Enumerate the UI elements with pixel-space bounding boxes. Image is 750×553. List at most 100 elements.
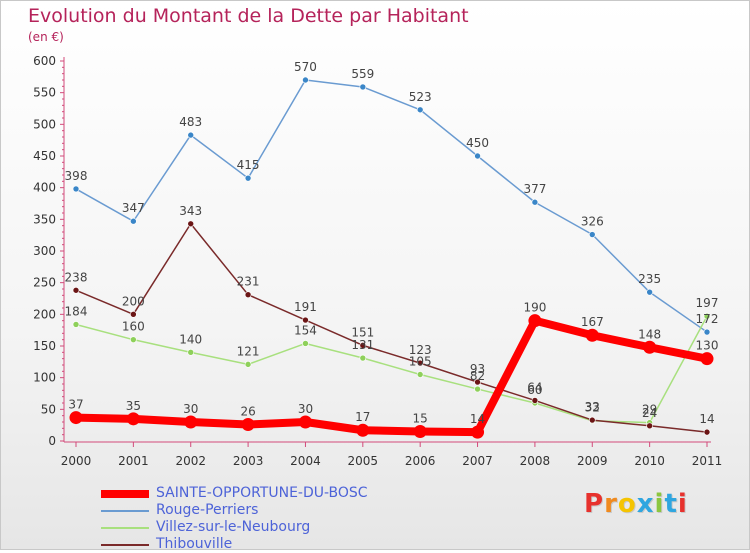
data-label: 191 <box>294 300 317 314</box>
data-label: 140 <box>179 332 202 346</box>
x-tick-label: 2002 <box>175 454 206 468</box>
data-point <box>126 412 140 426</box>
data-label: 123 <box>409 343 432 357</box>
x-tick-label: 2000 <box>61 454 92 468</box>
logo-letter: x <box>636 489 655 519</box>
data-point <box>302 316 309 324</box>
data-label: 64 <box>527 380 542 394</box>
y-tick-label: 550 <box>33 86 56 100</box>
y-tick-label: 500 <box>33 117 56 131</box>
data-point <box>416 106 424 114</box>
data-point <box>298 415 312 429</box>
data-label: 148 <box>638 327 661 341</box>
data-point <box>646 288 653 296</box>
data-point <box>531 198 539 206</box>
data-label: 60 <box>527 383 542 397</box>
x-tick-label: 2001 <box>118 454 149 468</box>
series-line <box>75 223 708 433</box>
y-tick-label: 400 <box>33 181 56 195</box>
legend-label: Rouge-Perriers <box>156 502 259 518</box>
data-point <box>72 286 80 294</box>
legend-swatch <box>101 510 149 512</box>
data-label: 398 <box>65 169 88 183</box>
data-point <box>187 131 195 139</box>
y-tick-label: 0 <box>48 434 56 448</box>
data-label: 32 <box>585 401 600 415</box>
y-tick-label: 600 <box>33 54 56 68</box>
data-point <box>187 349 195 356</box>
data-label: 450 <box>466 136 489 150</box>
logo-letter: o <box>617 489 637 519</box>
data-point <box>474 385 481 393</box>
data-label: 14 <box>699 412 714 426</box>
x-tick-label: 2005 <box>348 454 379 468</box>
data-label: 197 <box>696 296 719 310</box>
data-label: 14 <box>470 412 485 426</box>
data-point <box>703 312 711 320</box>
data-label: 570 <box>294 60 317 74</box>
data-label: 26 <box>240 405 255 419</box>
data-label: 33 <box>585 400 600 414</box>
data-point <box>244 174 252 182</box>
y-tick-label: 250 <box>33 276 56 290</box>
legend-swatch <box>101 544 149 546</box>
data-label: 200 <box>122 294 145 308</box>
data-label: 121 <box>237 344 260 358</box>
logo-letter: i <box>654 489 665 519</box>
data-point <box>72 185 80 193</box>
data-point <box>474 152 481 160</box>
data-point <box>416 371 424 378</box>
data-point <box>700 352 714 366</box>
data-label: 17 <box>355 410 370 424</box>
y-tick-label: 350 <box>33 212 56 226</box>
data-label: 35 <box>126 399 141 413</box>
x-tick-label: 2008 <box>520 454 551 468</box>
data-point <box>703 428 711 436</box>
y-tick-label: 300 <box>33 244 56 258</box>
chart-title: Evolution du Montant de la Dette par Hab… <box>28 5 469 27</box>
data-point <box>531 397 539 404</box>
data-point <box>69 411 83 425</box>
x-tick-label: 2006 <box>405 454 436 468</box>
legend-swatch <box>101 527 149 529</box>
data-point <box>130 311 137 318</box>
data-point <box>359 83 367 91</box>
data-label: 105 <box>409 355 432 369</box>
data-point <box>184 415 198 429</box>
data-point <box>356 423 370 437</box>
data-label: 483 <box>179 115 202 129</box>
y-tick-label: 50 <box>41 402 56 416</box>
data-point <box>588 416 596 424</box>
data-label: 326 <box>581 215 604 229</box>
data-label: 190 <box>523 301 546 315</box>
data-label: 415 <box>237 158 260 172</box>
data-point <box>643 340 657 354</box>
data-point <box>416 359 424 367</box>
data-label: 235 <box>638 272 661 286</box>
data-point <box>588 231 596 238</box>
data-point <box>646 422 653 430</box>
series-line <box>75 315 708 424</box>
x-tick-label: 2003 <box>233 454 264 468</box>
data-point <box>241 418 255 432</box>
y-tick-label: 200 <box>33 307 56 321</box>
x-tick-label: 2010 <box>634 454 665 468</box>
x-tick-label: 2004 <box>290 454 321 468</box>
data-point <box>359 342 367 349</box>
data-point <box>130 336 137 343</box>
legend-swatch <box>101 490 149 498</box>
data-point <box>413 425 427 438</box>
y-tick-label: 150 <box>33 339 56 353</box>
data-point <box>528 314 542 328</box>
data-point <box>474 378 481 386</box>
logo-letter: t <box>664 489 678 519</box>
data-label: 82 <box>470 369 485 383</box>
x-tick-label: 2009 <box>577 454 608 468</box>
data-label: 238 <box>65 270 88 284</box>
data-label: 523 <box>409 90 432 104</box>
data-label: 151 <box>351 325 374 339</box>
data-label: 172 <box>696 312 719 326</box>
data-point <box>585 328 599 342</box>
data-point <box>471 425 485 439</box>
